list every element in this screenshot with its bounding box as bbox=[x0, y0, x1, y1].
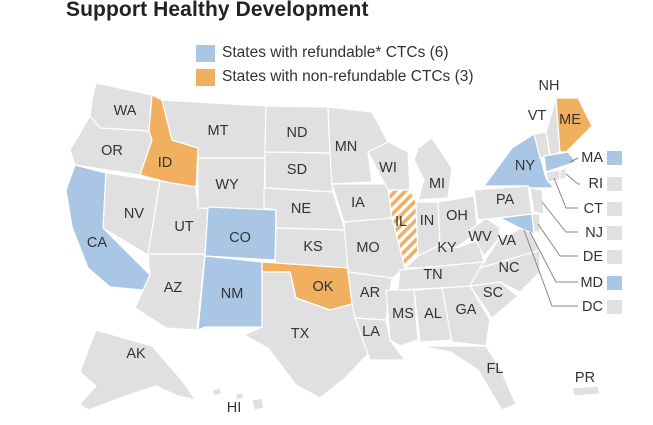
label-ID: ID bbox=[158, 155, 173, 171]
label-HI: HI bbox=[227, 400, 242, 416]
state-OH bbox=[437, 195, 479, 249]
label-WI: WI bbox=[379, 160, 397, 176]
label-PA: PA bbox=[496, 192, 515, 208]
leader-MA bbox=[569, 157, 579, 163]
leader-RI bbox=[565, 173, 580, 185]
label-MN: MN bbox=[335, 139, 358, 155]
leader-DE bbox=[537, 223, 578, 257]
label-MA: MA bbox=[581, 150, 603, 166]
leader-CT bbox=[553, 177, 578, 209]
label-NY: NY bbox=[515, 158, 535, 174]
label-SC: SC bbox=[483, 285, 503, 301]
leader-NJ bbox=[541, 201, 578, 233]
swatch-RI bbox=[607, 177, 622, 191]
swatch-DC bbox=[607, 300, 622, 314]
label-CA: CA bbox=[87, 235, 107, 251]
label-MD: MD bbox=[580, 275, 603, 291]
swatch-CT bbox=[607, 202, 622, 216]
legend-label-nonrefundable: States with non-refundable CTCs (3) bbox=[222, 68, 474, 85]
state-TX bbox=[243, 271, 371, 399]
state-DE bbox=[531, 213, 541, 233]
state-LA bbox=[354, 317, 406, 361]
state-RI bbox=[559, 167, 567, 181]
label-TX: TX bbox=[291, 326, 310, 342]
state-ME bbox=[555, 97, 593, 153]
legend-item-refundable: States with refundable* CTCs (6) bbox=[196, 42, 474, 64]
label-AZ: AZ bbox=[164, 280, 183, 296]
label-KY: KY bbox=[437, 240, 457, 256]
label-ME: ME bbox=[559, 112, 581, 128]
state-NJ bbox=[529, 187, 545, 215]
label-MO: MO bbox=[356, 240, 379, 256]
label-IL: IL bbox=[395, 214, 407, 230]
label-WY: WY bbox=[215, 177, 239, 193]
label-DC: DC bbox=[582, 299, 603, 315]
label-ND: ND bbox=[287, 125, 308, 141]
label-CO: CO bbox=[229, 230, 251, 246]
map-title: Support Healthy Development bbox=[66, 0, 369, 21]
state-MS bbox=[385, 289, 419, 347]
label-NH: NH bbox=[539, 78, 560, 94]
legend: States with refundable* CTCs (6) States … bbox=[196, 42, 474, 90]
legend-swatch-nonrefundable bbox=[196, 68, 215, 86]
state-MA bbox=[543, 151, 577, 173]
state-HI-2 bbox=[235, 391, 245, 401]
swatch-MD bbox=[607, 276, 622, 290]
label-RI: RI bbox=[589, 176, 604, 192]
state-CT bbox=[545, 169, 561, 183]
legend-item-nonrefundable: States with non-refundable CTCs (3) bbox=[196, 66, 474, 88]
state-MO bbox=[343, 217, 406, 279]
label-WA: WA bbox=[114, 103, 137, 119]
label-AL: AL bbox=[424, 306, 442, 322]
state-MI bbox=[413, 137, 453, 201]
label-NE: NE bbox=[291, 201, 311, 217]
label-NV: NV bbox=[124, 206, 144, 222]
label-WV: WV bbox=[468, 229, 492, 245]
label-NJ: NJ bbox=[585, 225, 603, 241]
label-SD: SD bbox=[287, 162, 307, 178]
state-HI-3 bbox=[251, 397, 265, 411]
label-MI: MI bbox=[429, 176, 445, 192]
state-AK bbox=[79, 329, 197, 411]
label-TN: TN bbox=[423, 267, 442, 283]
state-MD bbox=[499, 213, 535, 235]
leader-DC bbox=[523, 229, 578, 307]
label-AR: AR bbox=[360, 285, 380, 301]
label-IN: IN bbox=[420, 213, 435, 229]
label-MT: MT bbox=[208, 123, 229, 139]
leader-MD bbox=[529, 231, 578, 283]
swatch-DE bbox=[607, 250, 622, 264]
state-PR bbox=[571, 385, 601, 397]
legend-label-refundable: States with refundable* CTCs (6) bbox=[222, 44, 449, 61]
label-OK: OK bbox=[313, 279, 334, 295]
label-NC: NC bbox=[499, 260, 520, 276]
swatch-MA bbox=[607, 151, 622, 165]
label-OH: OH bbox=[446, 208, 468, 224]
label-VA: VA bbox=[498, 233, 517, 249]
label-IA: IA bbox=[351, 195, 365, 211]
swatch-NJ bbox=[607, 226, 622, 240]
state-MN bbox=[327, 106, 389, 185]
legend-swatch-refundable bbox=[196, 44, 215, 62]
state-HI bbox=[211, 387, 223, 397]
label-UT: UT bbox=[174, 219, 193, 235]
label-FL: FL bbox=[487, 361, 504, 377]
label-LA: LA bbox=[362, 324, 380, 340]
state-WI bbox=[367, 141, 411, 191]
label-CT: CT bbox=[584, 201, 603, 217]
label-NM: NM bbox=[221, 286, 244, 302]
label-KS: KS bbox=[303, 239, 322, 255]
label-PR: PR bbox=[575, 370, 595, 386]
state-GA bbox=[441, 285, 491, 347]
label-MS: MS bbox=[392, 306, 414, 322]
label-AK: AK bbox=[126, 346, 146, 362]
label-OR: OR bbox=[101, 143, 123, 159]
label-DE: DE bbox=[583, 249, 603, 265]
state-FL bbox=[419, 345, 517, 411]
label-GA: GA bbox=[456, 302, 477, 318]
label-VT: VT bbox=[528, 108, 547, 124]
state-NY bbox=[483, 133, 555, 189]
state-NM bbox=[197, 255, 263, 331]
